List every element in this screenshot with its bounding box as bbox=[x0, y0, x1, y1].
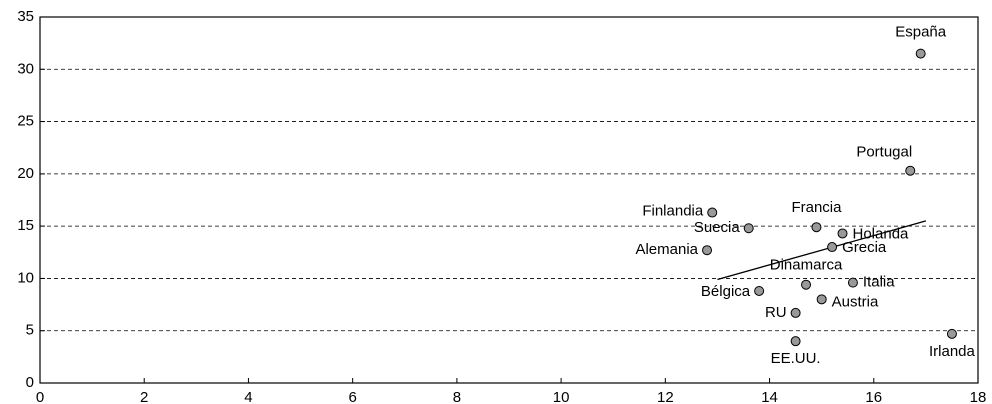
y-tick-label: 0 bbox=[26, 374, 34, 391]
point bbox=[816, 294, 827, 305]
point-label: Dinamarca bbox=[770, 257, 843, 274]
y-tick-label: 10 bbox=[17, 269, 34, 286]
point bbox=[754, 285, 765, 296]
x-tick-label: 12 bbox=[657, 389, 674, 404]
y-tick-label: 35 bbox=[17, 8, 34, 25]
point bbox=[946, 328, 957, 339]
y-tick-label: 30 bbox=[17, 60, 34, 77]
x-tick-label: 10 bbox=[553, 389, 570, 404]
point bbox=[790, 307, 801, 318]
point bbox=[811, 222, 822, 233]
point bbox=[707, 207, 718, 218]
y-tick-label: 25 bbox=[17, 113, 34, 130]
point-label: RU bbox=[765, 304, 787, 321]
trend-line bbox=[717, 220, 927, 281]
x-tick-label: 14 bbox=[761, 389, 778, 404]
point-label: Finlandia bbox=[642, 203, 704, 220]
point-label: Francia bbox=[791, 199, 842, 216]
x-tick-label: 8 bbox=[453, 389, 461, 404]
point-label: EE.UU. bbox=[771, 350, 821, 367]
point-label: Holanda bbox=[853, 225, 910, 242]
point-label: Italia bbox=[863, 274, 895, 291]
x-tick-label: 16 bbox=[865, 389, 882, 404]
point bbox=[790, 336, 801, 347]
point-label: Portugal bbox=[856, 144, 912, 161]
plot-frame bbox=[39, 16, 979, 384]
y-tick-label: 15 bbox=[17, 217, 34, 234]
x-tick-label: 2 bbox=[140, 389, 148, 404]
point bbox=[837, 228, 848, 239]
point bbox=[915, 48, 926, 59]
point bbox=[801, 279, 812, 290]
x-tick-label: 18 bbox=[970, 389, 987, 404]
y-tick-label: 5 bbox=[26, 322, 34, 339]
point bbox=[827, 242, 838, 253]
point-label: Suecia bbox=[694, 219, 741, 236]
x-tick-label: 6 bbox=[348, 389, 356, 404]
point bbox=[847, 277, 858, 288]
point bbox=[702, 245, 713, 256]
x-tick-label: 4 bbox=[244, 389, 252, 404]
point bbox=[905, 165, 916, 176]
point-label: Grecia bbox=[842, 239, 887, 256]
y-tick-label: 20 bbox=[17, 165, 34, 182]
x-tick-label: 0 bbox=[36, 389, 44, 404]
point-label: Austria bbox=[832, 293, 879, 310]
point-label: España bbox=[895, 24, 947, 41]
point bbox=[743, 223, 754, 234]
point-label: Irlanda bbox=[929, 343, 976, 360]
point-label: Alemania bbox=[635, 241, 698, 258]
point-label: Bélgica bbox=[701, 283, 751, 300]
